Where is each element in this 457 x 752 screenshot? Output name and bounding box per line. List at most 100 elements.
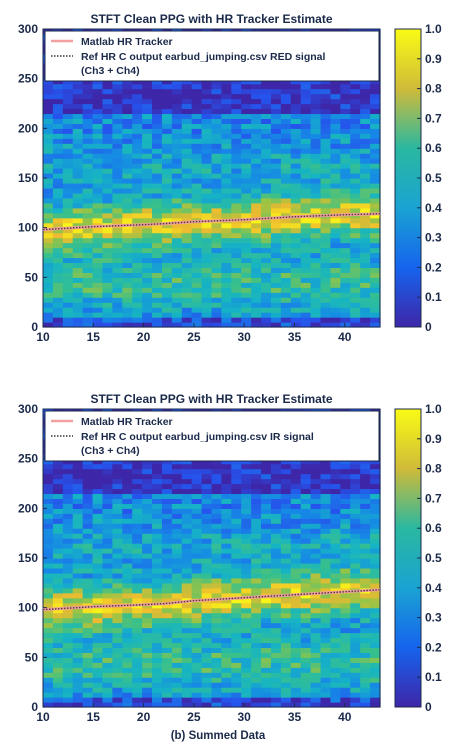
heatmap-cell (360, 523, 371, 529)
heatmap-cell (142, 242, 153, 249)
heatmap-cell (82, 227, 94, 234)
heatmap-cell (52, 297, 64, 303)
heatmap-cell (231, 488, 242, 495)
heatmap-cell (132, 163, 143, 169)
heatmap-cell (370, 468, 381, 475)
heatmap-cell (340, 287, 351, 293)
heatmap-cell (92, 697, 104, 703)
heatmap-cell (360, 153, 371, 159)
heatmap-cell (72, 227, 84, 234)
heatmap-cell (241, 202, 252, 209)
heatmap-cell (82, 602, 94, 609)
heatmap-cell (112, 513, 123, 519)
heatmap-cell (360, 518, 371, 524)
colorbar-tick-label: 1.0 (425, 22, 442, 36)
heatmap-cell (112, 597, 123, 604)
heatmap-cell (181, 647, 193, 653)
heatmap-cell (370, 642, 381, 648)
heatmap-cell (62, 222, 74, 229)
heatmap-cell (171, 322, 183, 328)
heatmap-cell (152, 262, 163, 268)
heatmap-cell (43, 118, 54, 124)
heatmap-cell (261, 217, 272, 224)
heatmap-cell (171, 217, 183, 224)
heatmap-cell (171, 498, 183, 504)
heatmap-cell (241, 518, 252, 524)
heatmap-cell (132, 173, 143, 179)
heatmap-cell (102, 133, 113, 139)
heatmap-cell (161, 83, 173, 90)
heatmap-cell (360, 317, 371, 323)
heatmap-cell (270, 267, 282, 273)
heatmap-cell (261, 173, 272, 179)
heatmap-cell (142, 702, 153, 708)
heatmap-cell (161, 508, 173, 514)
heatmap-cell (132, 637, 143, 644)
heatmap-cell (102, 317, 113, 323)
heatmap-cell (181, 108, 193, 115)
heatmap-cell (62, 533, 74, 539)
heatmap-cell (72, 292, 84, 298)
heatmap-cell (370, 153, 381, 159)
heatmap-cell (370, 262, 381, 268)
colorbar-tick-label: 0.6 (425, 141, 442, 155)
heatmap-cell (241, 98, 252, 105)
heatmap-cell (181, 113, 193, 119)
heatmap-cell (112, 108, 123, 115)
heatmap-cell (310, 158, 322, 164)
heatmap-cell (161, 202, 173, 209)
heatmap-cell (261, 83, 272, 90)
heatmap-cell (132, 697, 143, 703)
heatmap-cell (171, 307, 183, 313)
heatmap-cell (142, 88, 153, 95)
heatmap-cell (370, 272, 381, 278)
heatmap-cell (270, 297, 282, 303)
heatmap-cell (142, 627, 153, 634)
heatmap-cell (43, 622, 54, 629)
heatmap-cell (82, 692, 94, 698)
heatmap-cell (340, 187, 351, 194)
heatmap-cell (290, 692, 302, 698)
heatmap-cell (211, 187, 223, 194)
heatmap-cell (72, 503, 84, 509)
heatmap-cell (241, 548, 252, 554)
heatmap-cell (82, 587, 94, 594)
heatmap-cell (171, 652, 183, 658)
heatmap-cell (340, 88, 351, 95)
heatmap-cell (251, 257, 262, 264)
heatmap-cell (171, 267, 183, 273)
heatmap-cell (330, 697, 341, 703)
heatmap-cell (82, 567, 94, 574)
heatmap-cell (92, 572, 104, 579)
heatmap-cell (122, 622, 133, 629)
heatmap-cell (221, 237, 232, 244)
heatmap-cell (241, 667, 252, 673)
heatmap-cell (171, 83, 183, 90)
heatmap-cell (112, 587, 123, 594)
heatmap-cell (52, 592, 64, 599)
heatmap-cell (112, 473, 123, 480)
heatmap-cell (261, 227, 272, 234)
heatmap-cell (280, 627, 292, 634)
heatmap-cell (132, 168, 143, 174)
heatmap-cell (52, 503, 64, 509)
heatmap-cell (310, 133, 322, 139)
heatmap-cell (231, 133, 242, 139)
heatmap-cell (171, 632, 183, 639)
heatmap-cell (280, 217, 292, 224)
heatmap-cell (330, 478, 341, 485)
heatmap-cell (270, 173, 282, 179)
heatmap-cell (92, 322, 104, 328)
heatmap-cell (152, 182, 163, 189)
heatmap-cell (231, 302, 242, 308)
heatmap-cell (310, 493, 322, 499)
heatmap-cell (122, 197, 133, 204)
heatmap-cell (270, 307, 282, 313)
heatmap-cell (132, 287, 143, 293)
heatmap-cell (122, 282, 133, 288)
heatmap-cell (221, 567, 232, 574)
heatmap-cell (330, 252, 341, 259)
heatmap-cell (43, 247, 54, 254)
heatmap-cell (62, 168, 74, 174)
colorbar-tick-label: 0.4 (425, 201, 442, 215)
